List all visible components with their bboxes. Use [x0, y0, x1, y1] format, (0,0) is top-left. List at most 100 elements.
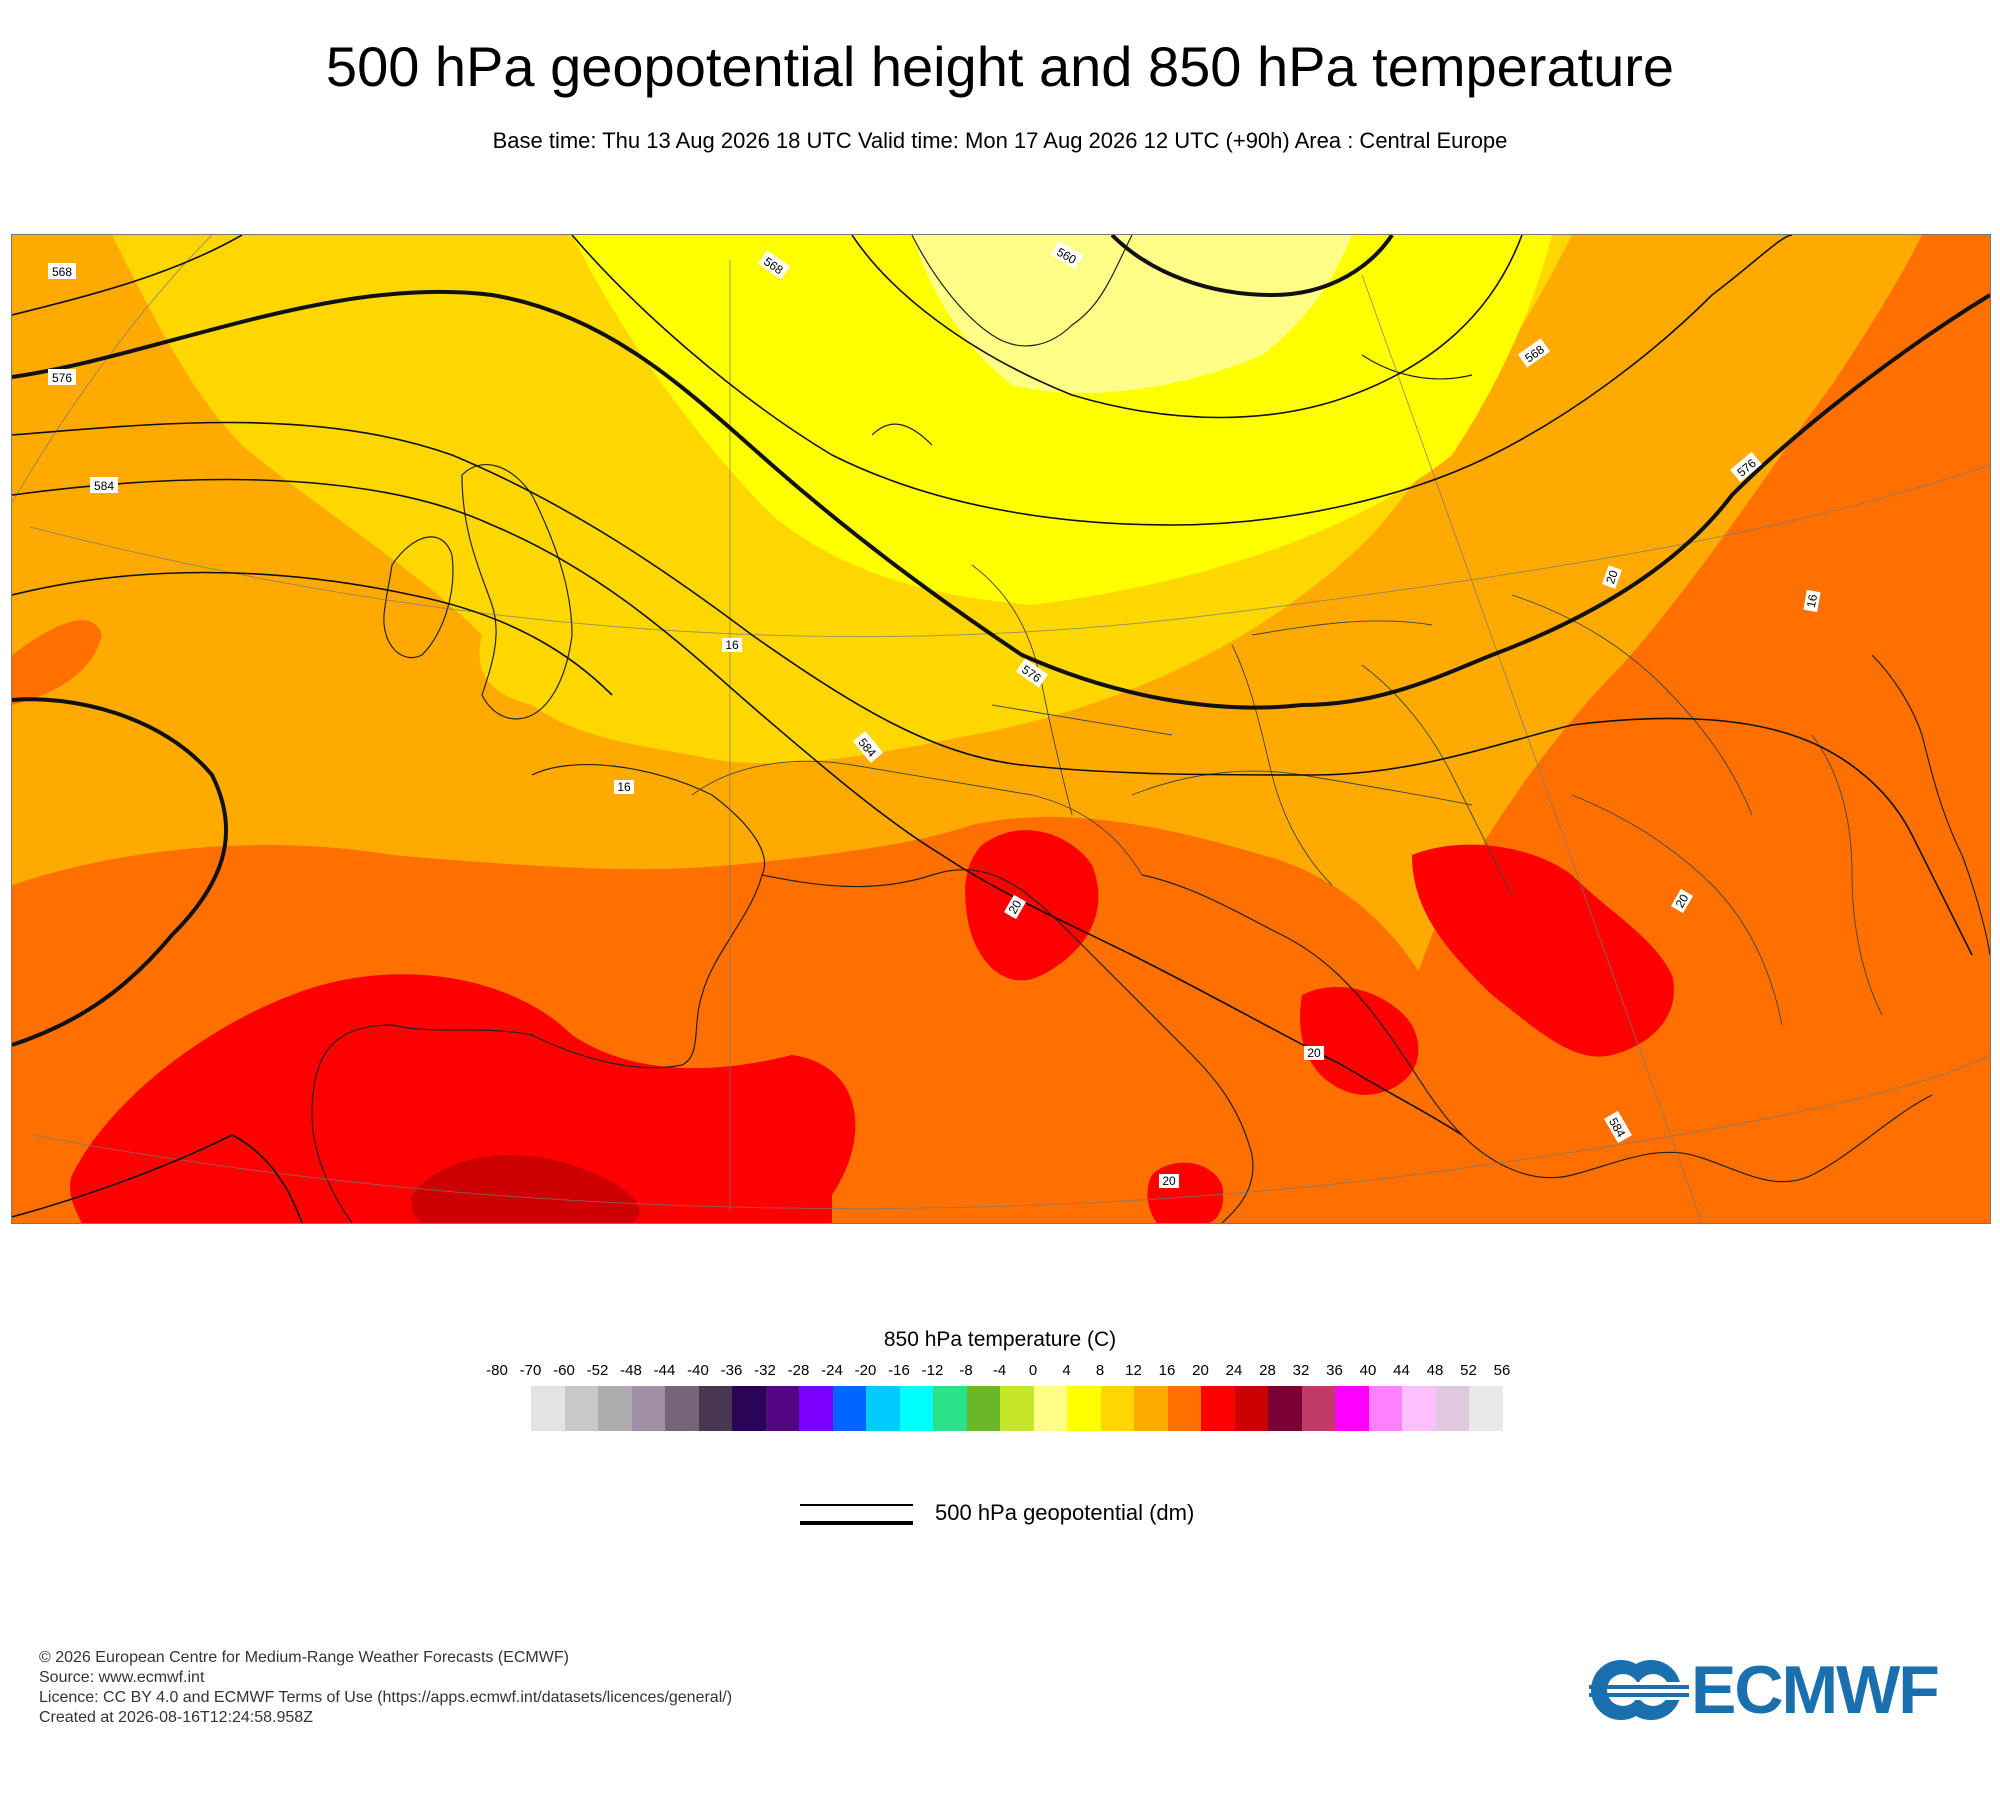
colorbar-tick-label: 48	[1426, 1362, 1444, 1379]
colorbar-tick-label: -44	[653, 1362, 676, 1379]
colorbar-swatch	[1067, 1386, 1101, 1431]
copyright-line: © 2026 European Centre for Medium-Range …	[39, 1649, 569, 1666]
colorbar-swatch	[698, 1386, 732, 1431]
contour-568-north	[571, 235, 1793, 526]
temp-label-7: 20	[1603, 568, 1621, 586]
created-line: Created at 2026-08-16T12:24:58.958Z	[39, 1709, 313, 1726]
contour-560-north	[1110, 235, 1394, 298]
colorbar-tick-label: -40	[687, 1362, 709, 1379]
colorbar-tick-label: 24	[1225, 1362, 1243, 1379]
colorbar-swatch	[1268, 1386, 1302, 1431]
temp-label-8: 16	[1804, 593, 1820, 609]
colorbar-tick-label: 0	[1028, 1362, 1038, 1379]
colorbar-swatch	[1435, 1386, 1469, 1431]
contour-576-south-west	[12, 571, 613, 696]
contour-584b-west	[12, 421, 1973, 956]
colorbar-swatch	[1000, 1386, 1034, 1431]
colorbar-swatch	[1100, 1386, 1134, 1431]
colorbar-ticks: -80 -70 -60 -52 -48 -44 -40 -36 -32 -28 -24 -20 -16-…	[465, 1362, 1535, 1382]
colorbar-swatch	[1201, 1386, 1235, 1431]
colorbar-tick-label: 36	[1326, 1362, 1343, 1379]
colorbar-swatch	[531, 1386, 565, 1431]
temperature-band-0-4	[912, 235, 1352, 394]
temp-label-5: 20	[1673, 891, 1692, 910]
temp-label-3: 20	[1006, 897, 1025, 916]
colorbar-tick-label: -20	[854, 1362, 877, 1379]
colorbar-swatch	[1134, 1386, 1168, 1431]
temp-label-6: 20	[1162, 1174, 1176, 1188]
colorbar-tick-label: 8	[1095, 1362, 1105, 1379]
colorbar-swatch	[1469, 1386, 1503, 1431]
colorbar-swatch	[899, 1386, 933, 1431]
colorbar-tick-label: 44	[1393, 1362, 1410, 1379]
colorbar-tick-label: -70	[519, 1362, 542, 1379]
contour-568-north-west	[12, 235, 243, 316]
ecmwf-logo-icon	[1589, 1660, 1689, 1720]
colorbar-tick-label: 4	[1062, 1362, 1071, 1379]
colorbar-tick-label: -8	[959, 1362, 973, 1379]
colorbar-swatch	[564, 1386, 598, 1431]
page-title: 500 hPa geopotential height and 850 hPa …	[325, 35, 1675, 98]
colorbar-tick-label: -48	[620, 1362, 642, 1379]
colorbar-swatch	[1301, 1386, 1335, 1431]
contour-label-584-w: 584	[94, 479, 114, 493]
contour-584-west	[12, 478, 1463, 1136]
colorbar-tick-label: -16	[888, 1362, 910, 1379]
colorbar-swatch	[1234, 1386, 1268, 1431]
contour-568b-north	[851, 235, 1523, 419]
weather-map: 568 576 584 568 560 568 576 584 576 584 …	[11, 234, 1991, 1224]
colorbar-swatch	[598, 1386, 632, 1431]
contour-label-group: 568 576 584 568 560 568 576 584 576 584	[48, 241, 1762, 1144]
temperature-band-20-24-balkans	[1412, 844, 1674, 1057]
colorbar-tick-label: 56	[1493, 1362, 1511, 1379]
contour-label-576-nw: 576	[52, 371, 72, 385]
colorbar-swatch	[933, 1386, 967, 1431]
geopotential-line-sample	[800, 1502, 913, 1526]
colorbar-tick-label: -60	[553, 1362, 575, 1379]
colorbar-tick-label: -52	[586, 1362, 609, 1379]
colorbar-swatch	[1402, 1386, 1436, 1431]
geopotential-legend-label: 500 hPa geopotential (dm)	[935, 1500, 1195, 1525]
colorbar-swatch	[966, 1386, 1000, 1431]
colorbar-swatch	[1033, 1386, 1067, 1431]
contour-576-north-west	[12, 289, 1990, 710]
colorbar-swatch	[1167, 1386, 1201, 1431]
colorbar-swatch	[866, 1386, 900, 1431]
colorbar-tick-label: -28	[787, 1362, 810, 1379]
colorbar-tick-label: -36	[720, 1362, 743, 1379]
colorbar-title: 850 hPa temperature (C)	[883, 1328, 1117, 1351]
licence-line: Licence: CC BY 4.0 and ECMWF Terms of Us…	[39, 1689, 733, 1706]
colorbar-tick-label: -4	[992, 1362, 1007, 1379]
contour-584-south	[12, 1134, 303, 1223]
geopotential-contours	[12, 235, 1990, 1223]
forecast-time-info: Base time: Thu 13 Aug 2026 18 UTC Valid …	[492, 128, 1508, 153]
temp-label-4: 20	[1307, 1046, 1321, 1060]
colorbar-tick-label: 28	[1259, 1362, 1276, 1379]
colorbar-swatch	[665, 1386, 699, 1431]
colorbar-tick-label: 20	[1192, 1362, 1209, 1379]
contour-label-568-nw: 568	[52, 265, 72, 279]
colorbar-tick-label: 32	[1292, 1362, 1310, 1379]
colorbar-tick-label: 12	[1125, 1362, 1142, 1379]
colorbar-tick-label: -80	[486, 1362, 508, 1379]
temperature-band-16-20-west	[12, 620, 102, 705]
source-line: Source: www.ecmwf.int	[39, 1669, 205, 1686]
temperature-band-20-24-adriatic	[1300, 986, 1419, 1095]
colorbar-swatch	[765, 1386, 799, 1431]
colorbar-tick-label: 40	[1359, 1362, 1377, 1379]
copyright-footer: © 2026 European Centre for Medium-Range …	[39, 1648, 732, 1728]
colorbar-swatch	[832, 1386, 866, 1431]
colorbar-tick-label: -12	[921, 1362, 944, 1379]
colorbar-tick-label: 52	[1460, 1362, 1477, 1379]
colorbar	[531, 1386, 1503, 1431]
temp-label-1: 16	[725, 638, 739, 652]
temperature-label-group: 16 16 20 20 20 20 20 16	[614, 565, 1821, 1188]
ecmwf-logo: ECMWF	[1589, 1655, 1961, 1725]
colorbar-swatch	[799, 1386, 833, 1431]
ecmwf-logo-text: ECMWF	[1691, 1652, 1940, 1728]
temp-label-2: 16	[617, 780, 631, 794]
contour-high-west	[12, 697, 228, 1047]
temperature-band-24-28-iberia	[411, 1155, 640, 1223]
colorbar-tick-label: -32	[754, 1362, 776, 1379]
graticule	[12, 235, 1990, 1223]
